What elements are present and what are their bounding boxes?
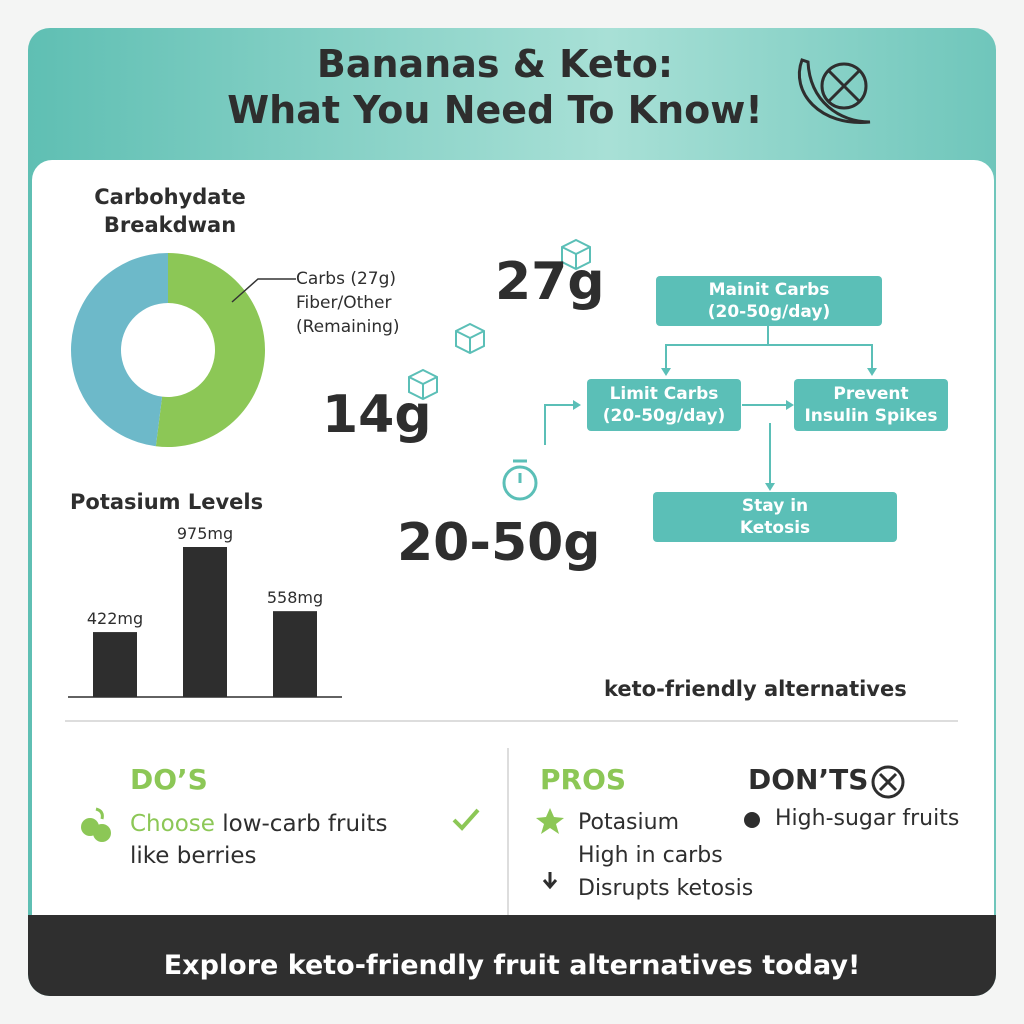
donut-title: Carbohydate Breakdwan xyxy=(94,185,246,238)
pros-item: High in carbs xyxy=(578,843,723,868)
dos-item: Choose low-carb fruits like berries xyxy=(130,808,430,872)
footer-text: Explore keto-friendly fruit alternatives… xyxy=(163,950,861,981)
legend-entry: Fiber/Other (Remaining) xyxy=(296,292,400,337)
flow-node: Mainit Carbs (20-50g/day) xyxy=(656,276,882,326)
dos-highlight: Choose xyxy=(130,811,215,837)
donut-legend: Carbs (27g) Fiber/Other (Remaining) xyxy=(296,268,400,339)
title: Bananas & Keto: What You Need To Know! xyxy=(227,42,763,132)
timer-icon xyxy=(502,459,538,501)
banana-icon xyxy=(797,58,871,124)
pros-list: Potasium High in carbs Disrupts ketosis xyxy=(578,806,753,905)
pros-item: Potasium xyxy=(578,810,679,835)
legend-entry: Carbs (27g) xyxy=(296,269,397,289)
value-label: 975mg xyxy=(177,524,233,543)
pros-item: Disrupts ketosis xyxy=(578,876,754,901)
bar xyxy=(93,632,137,697)
flow-node: Limit Carbs (20-50g/day) xyxy=(587,379,741,431)
donut-slice xyxy=(71,253,168,447)
value-label: 422mg xyxy=(87,609,143,628)
bullet xyxy=(744,812,760,828)
donts-item: High-sugar fruits xyxy=(775,806,960,831)
cube-icons xyxy=(408,238,591,401)
pros-icons xyxy=(536,808,564,890)
donts-icon xyxy=(871,765,905,799)
check-icon xyxy=(452,808,480,831)
donut-slice xyxy=(155,253,266,447)
fruit-icon xyxy=(81,807,111,842)
bar xyxy=(183,547,227,697)
leader-line xyxy=(231,278,296,303)
flow-node: Stay in Ketosis xyxy=(653,492,897,542)
big-number: 27g xyxy=(495,252,605,312)
big-number: 14g xyxy=(322,385,432,445)
donts-heading: DON’TS xyxy=(748,763,869,796)
dos-heading: DO’S xyxy=(130,763,208,796)
alternatives-caption: keto-friendly alternatives xyxy=(604,677,907,701)
dos-text: low-carb fruits like berries xyxy=(130,811,388,870)
big-number: 20-50g xyxy=(397,513,601,573)
donut-chart xyxy=(71,253,266,447)
footer-bar xyxy=(28,915,996,996)
bar-chart: 422mg 975mg 558mg xyxy=(68,524,342,698)
bar xyxy=(273,611,317,697)
bar-title: Potasium Levels xyxy=(70,490,264,514)
value-label: 558mg xyxy=(267,588,323,607)
flow-arrows xyxy=(544,325,877,491)
pros-heading: PROS xyxy=(540,763,627,796)
flow-node: Prevent Insulin Spikes xyxy=(794,379,948,431)
